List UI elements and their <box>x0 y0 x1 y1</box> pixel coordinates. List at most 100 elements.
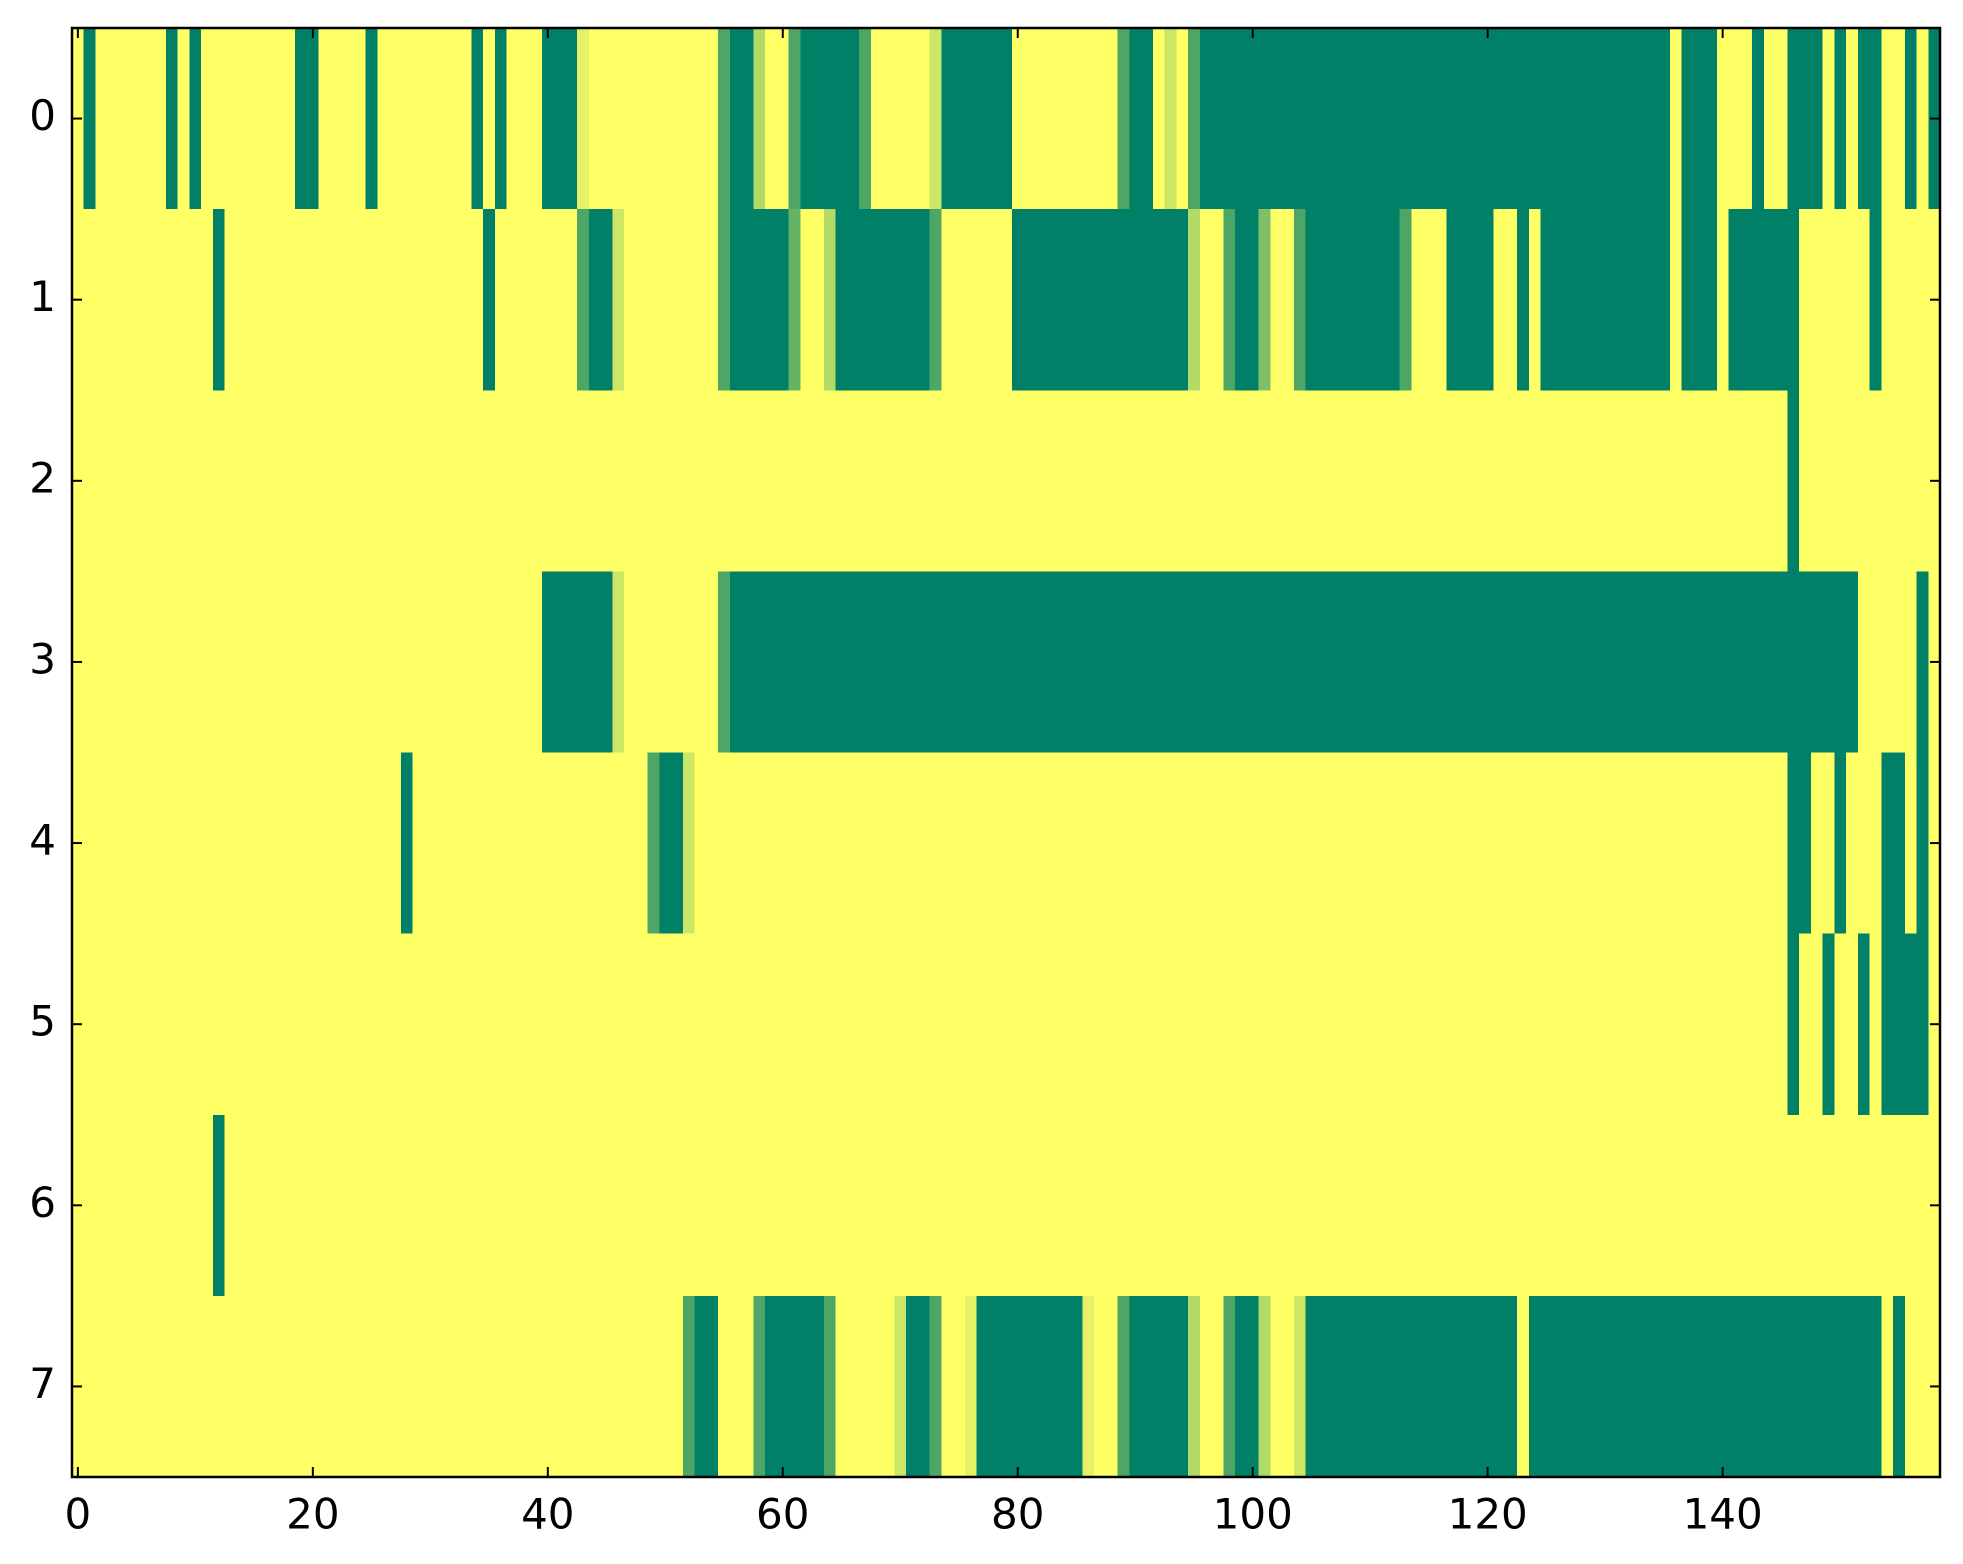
heatmap-cell <box>882 28 895 210</box>
heatmap-cell <box>1211 571 1224 754</box>
heatmap-cell <box>1681 1114 1694 1297</box>
heatmap-cell <box>1775 28 1788 210</box>
heatmap-cell <box>1164 933 1177 1116</box>
heatmap-cell <box>1376 209 1389 391</box>
heatmap-cell <box>494 390 508 572</box>
heatmap-cell <box>506 390 520 572</box>
heatmap-cell <box>1270 752 1283 935</box>
heatmap-cell <box>1552 933 1565 1116</box>
heatmap-cell <box>1152 390 1166 572</box>
heatmap-cell <box>812 933 825 1116</box>
heatmap-cell <box>1552 28 1565 210</box>
heatmap-cell <box>1470 390 1483 572</box>
heatmap-cell <box>694 571 708 754</box>
heatmap-cell <box>1669 28 1683 210</box>
heatmap-cell <box>541 390 555 572</box>
heatmap-cell <box>1869 209 1882 391</box>
heatmap-cell <box>154 28 167 210</box>
heatmap-cell <box>154 933 167 1116</box>
heatmap-cell <box>1352 28 1365 210</box>
heatmap-cell <box>1223 1114 1236 1297</box>
heatmap-cell <box>201 571 214 754</box>
heatmap-cell <box>753 390 766 572</box>
heatmap-cell <box>953 1114 966 1297</box>
heatmap-cell <box>1293 1295 1307 1478</box>
heatmap-cell <box>1517 571 1530 754</box>
heatmap-cell <box>1716 1114 1730 1297</box>
heatmap-cell <box>1787 28 1800 210</box>
heatmap-cell <box>847 1295 860 1478</box>
heatmap-cell <box>1481 571 1495 754</box>
heatmap-cell <box>1105 390 1119 572</box>
heatmap-cell <box>823 28 837 210</box>
heatmap-cell <box>1634 1295 1647 1478</box>
heatmap-cell <box>459 390 473 572</box>
heatmap-cell <box>400 752 414 935</box>
heatmap-cell <box>212 390 226 572</box>
heatmap-cell <box>612 752 625 935</box>
heatmap-cell <box>201 390 214 572</box>
heatmap-cell <box>553 390 567 572</box>
heatmap-cell <box>1411 752 1424 935</box>
heatmap-cell <box>894 1114 907 1297</box>
heatmap-cell <box>1305 390 1318 572</box>
heatmap-cell <box>1681 933 1694 1116</box>
heatmap-cell <box>353 933 367 1116</box>
heatmap-cell <box>1705 28 1718 210</box>
heatmap-cell <box>1164 1114 1177 1297</box>
heatmap-cell <box>753 933 766 1116</box>
heatmap-cell <box>1270 1295 1283 1478</box>
heatmap-cell <box>212 752 226 935</box>
heatmap-cell <box>894 390 907 572</box>
heatmap-cell <box>1599 933 1612 1116</box>
heatmap-cell <box>765 28 778 210</box>
heatmap-cell <box>107 1114 120 1297</box>
heatmap-cell <box>776 28 790 210</box>
heatmap-cell <box>271 390 285 572</box>
heatmap-cell <box>553 1295 567 1478</box>
heatmap-cell <box>1622 571 1636 754</box>
heatmap-cell <box>1540 390 1553 572</box>
heatmap-cell <box>471 1295 484 1478</box>
heatmap-cell <box>1117 1114 1130 1297</box>
heatmap-cell <box>353 571 367 754</box>
heatmap-cell <box>1293 28 1307 210</box>
heatmap-cell <box>1458 28 1471 210</box>
heatmap-cell <box>1740 752 1753 935</box>
heatmap-cell <box>1528 571 1542 754</box>
heatmap-cell <box>812 1114 825 1297</box>
heatmap-cell <box>929 752 942 935</box>
heatmap-cell <box>1810 209 1824 391</box>
heatmap-cell <box>224 28 238 210</box>
heatmap-cell <box>400 933 414 1116</box>
heatmap-cell <box>83 1295 97 1478</box>
heatmap-cell <box>659 390 672 572</box>
heatmap-cell <box>1270 933 1283 1116</box>
heatmap-cell <box>271 752 285 935</box>
heatmap-cell <box>729 1114 743 1297</box>
heatmap-cell <box>83 1114 97 1297</box>
heatmap-cell <box>1199 933 1213 1116</box>
heatmap-cell <box>1787 1114 1800 1297</box>
heatmap-cell <box>612 1295 625 1478</box>
heatmap-cell <box>1716 209 1730 391</box>
heatmap-cell <box>1058 933 1072 1116</box>
heatmap-cell <box>706 571 719 754</box>
heatmap-cell <box>1305 933 1318 1116</box>
heatmap-cell <box>1564 209 1577 391</box>
heatmap-cell <box>1152 1114 1166 1297</box>
heatmap-cell <box>306 1295 320 1478</box>
heatmap-cell <box>1893 571 1906 754</box>
heatmap-cell <box>1082 390 1095 572</box>
heatmap-cell <box>1340 571 1354 754</box>
heatmap-cell <box>1493 933 1506 1116</box>
heatmap-cell <box>1611 571 1624 754</box>
heatmap-cell <box>1235 1114 1248 1297</box>
heatmap-cell <box>1340 933 1354 1116</box>
heatmap-cell <box>694 1114 708 1297</box>
heatmap-cell <box>1223 752 1236 935</box>
heatmap-cell <box>271 28 285 210</box>
heatmap-cell <box>1799 209 1812 391</box>
heatmap-cell <box>530 933 543 1116</box>
heatmap-cell <box>330 1114 343 1297</box>
